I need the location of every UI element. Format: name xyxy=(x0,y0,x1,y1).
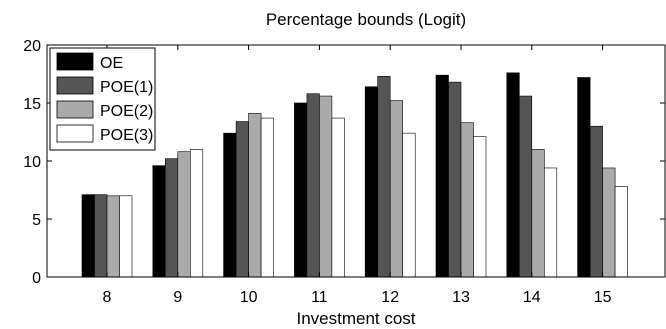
x-tick-label: 11 xyxy=(311,289,328,306)
y-tick-label: 15 xyxy=(23,96,41,113)
y-tick-label: 5 xyxy=(32,212,41,229)
x-tick-label: 14 xyxy=(523,289,541,306)
bar-poe3-12 xyxy=(402,132,416,278)
y-tick-label: 10 xyxy=(23,154,41,171)
bar-oe-12 xyxy=(364,86,379,278)
bar-poe3-8 xyxy=(119,195,133,278)
bar-poe2-15 xyxy=(602,167,616,278)
x-tick-label: 10 xyxy=(240,289,258,306)
legend-label: POE(2) xyxy=(100,103,153,120)
y-tick-label: 20 xyxy=(23,38,41,55)
bar-poe2-9 xyxy=(177,151,191,278)
x-tick-label: 9 xyxy=(173,289,182,306)
bar-oe-11 xyxy=(294,102,308,278)
legend-swatch xyxy=(56,52,94,71)
bar-poe3-15 xyxy=(614,186,628,278)
bar-poe1-15 xyxy=(589,125,603,278)
legend-swatch xyxy=(56,124,94,143)
bar-poe1-8 xyxy=(94,194,108,278)
bar-oe-10 xyxy=(223,132,237,278)
legend-swatch xyxy=(56,76,94,95)
bar-oe-14 xyxy=(506,72,520,278)
bar-poe3-13 xyxy=(473,136,487,278)
legend-swatch xyxy=(56,100,94,119)
x-tick-label: 8 xyxy=(103,289,112,306)
x-axis: 8 9 10 11 12 13 14 15 xyxy=(103,45,612,306)
bar-poe2-8 xyxy=(106,195,120,278)
y-tick-label: 0 xyxy=(32,270,41,287)
bars-group xyxy=(81,72,628,278)
bar-oe-15 xyxy=(577,77,591,278)
bar-poe1-14 xyxy=(518,95,533,278)
legend-label: POE(1) xyxy=(100,79,153,96)
chart-title: Percentage bounds (Logit) xyxy=(266,10,466,29)
legend: OE POE(1) POE(2) POE(3) xyxy=(49,47,156,151)
bar-poe1-10 xyxy=(235,121,249,278)
y-axis: 0 5 10 15 20 xyxy=(23,38,665,287)
bar-poe3-10 xyxy=(260,117,274,278)
bar-oe-8 xyxy=(81,194,95,278)
bar-poe1-9 xyxy=(165,158,179,278)
bar-poe2-10 xyxy=(248,113,262,278)
x-tick-label: 12 xyxy=(381,289,399,306)
bar-poe3-14 xyxy=(543,167,558,278)
x-axis-label: Investment cost xyxy=(296,309,415,328)
bar-poe2-14 xyxy=(531,149,545,278)
bar-poe2-12 xyxy=(389,100,404,278)
bar-oe-9 xyxy=(152,165,166,278)
bar-poe3-9 xyxy=(190,149,204,278)
legend-label: OE xyxy=(100,55,123,72)
bar-poe2-11 xyxy=(319,95,333,278)
bar-poe3-11 xyxy=(331,117,345,278)
bar-poe1-11 xyxy=(306,93,320,278)
bar-poe1-12 xyxy=(377,76,391,278)
bar-poe2-13 xyxy=(460,122,474,278)
x-tick-label: 15 xyxy=(594,289,612,306)
legend-label: POE(3) xyxy=(100,127,153,144)
bar-oe-13 xyxy=(435,74,449,278)
bar-poe1-13 xyxy=(448,81,462,278)
x-tick-label: 13 xyxy=(452,289,470,306)
